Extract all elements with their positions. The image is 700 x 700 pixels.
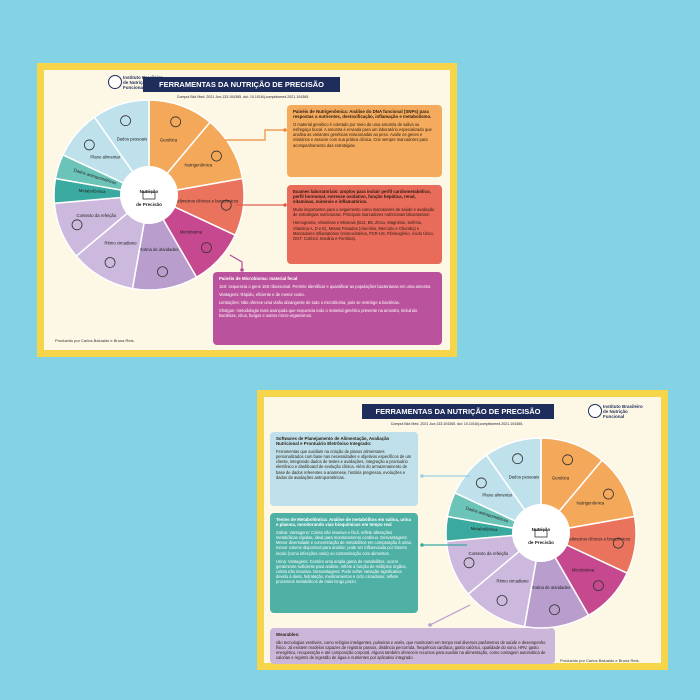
segment-icon bbox=[170, 116, 182, 128]
center-icon bbox=[534, 529, 548, 538]
segment-icon bbox=[120, 115, 131, 127]
segment-label: Microbioma bbox=[572, 568, 595, 573]
citation: Comput Biol Med. 2021 Jun;133:104365. do… bbox=[176, 95, 310, 99]
box-text: são tecnologias vestíveis, como relógios… bbox=[276, 640, 546, 661]
title: FERRAMENTAS DA NUTRIÇÃO DE PRECISÃO bbox=[143, 77, 340, 92]
segment-icon bbox=[593, 580, 604, 592]
footer: Produzido por Carlos Baiuaido e Bruna Re… bbox=[560, 658, 640, 663]
segment-icon bbox=[549, 604, 560, 616]
box-title: Wearables: bbox=[276, 632, 300, 637]
box: Painéis de Nutrigenômica: Análise do DNA… bbox=[287, 105, 442, 177]
segment-label: Ritmo circadiano bbox=[104, 240, 137, 245]
wheel-segment bbox=[75, 193, 151, 290]
arrow-head bbox=[428, 623, 432, 627]
segment-icon bbox=[612, 537, 624, 549]
wheel-segment bbox=[539, 459, 636, 535]
citation: Comput Biol Med. 2021 Jun;133:104365. do… bbox=[390, 422, 524, 426]
box-title: Painéis de Microbioma: material fecal bbox=[219, 276, 298, 281]
box: Testes de Metabolômica: Análise de metab… bbox=[270, 513, 418, 613]
center-label: Nutrição de Precisão bbox=[528, 527, 554, 545]
center-label: Nutrição de Precisão bbox=[136, 189, 162, 207]
segment-icon bbox=[496, 595, 508, 606]
title: FERRAMENTAS DA NUTRIÇÃO DE PRECISÃO bbox=[362, 404, 554, 419]
box-text: O material genético é coletado por meio … bbox=[293, 122, 432, 148]
box-title: Softwares de Planejamento de Alimentação… bbox=[276, 436, 390, 447]
arrow bbox=[225, 129, 285, 141]
box: Exames laboratoriais: amplos para inclui… bbox=[287, 185, 442, 264]
segment-icon bbox=[201, 242, 212, 254]
segment-label: Plano alimentar bbox=[90, 154, 120, 159]
segment-label: Contexto da refeição bbox=[469, 551, 509, 556]
arrow bbox=[229, 254, 243, 270]
box-text: Vantagens: Rápido, eficiente e de menor … bbox=[219, 292, 305, 298]
box-text: Saliva: Vantagens: Coleta não invasiva e… bbox=[276, 530, 412, 556]
segment-label: Microbioma bbox=[180, 230, 203, 235]
segment-label: Parâmetros clínicos e bioquímicos bbox=[173, 198, 238, 203]
box-title: Painéis de Nutrigenômica: Análise do DNA… bbox=[293, 109, 432, 120]
center-icon bbox=[142, 191, 156, 200]
segment-label: Rotina de atividades bbox=[531, 585, 570, 590]
box-text: 16S: sequencia o gene 16S ribossomal. Pe… bbox=[219, 284, 431, 290]
card: Instituto Brasileiro de Nutrição Funcion… bbox=[37, 63, 457, 357]
box-text: Hemograma, Vitaminas e Minerais (B12, B6… bbox=[293, 220, 434, 241]
segment-label: Nutrigenômica bbox=[185, 163, 213, 168]
segment-icon bbox=[104, 257, 116, 268]
arrow-head bbox=[420, 543, 424, 547]
segment-label: Metabolômica bbox=[471, 526, 499, 532]
wheel-center bbox=[120, 166, 178, 224]
box-text: Muito importantes para o seguimento como… bbox=[293, 207, 435, 218]
segment-label: Ritmo circadiano bbox=[496, 578, 529, 583]
box-title: Testes de Metabolômica: Análise de metab… bbox=[276, 517, 411, 528]
segment-label: Dados pessoais bbox=[117, 137, 148, 142]
segment-label: Rotina de atividades bbox=[139, 247, 178, 252]
logo: Instituto Brasileiro de Nutrição Funcion… bbox=[588, 404, 645, 419]
wheel-segment bbox=[147, 121, 244, 197]
box: Painéis de Microbioma: material fecal 16S… bbox=[213, 272, 442, 345]
segment-icon bbox=[211, 150, 222, 162]
box-text: Urina: Vantagens: Contém uma ampla gama … bbox=[276, 558, 407, 585]
segment-icon bbox=[475, 477, 487, 489]
segment-label: Contexto da refeição bbox=[77, 213, 117, 218]
segment-label: Parâmetros clínicos e bioquímicos bbox=[565, 536, 630, 541]
arrow-head bbox=[240, 268, 244, 272]
arrow-head bbox=[283, 128, 287, 132]
segment-icon bbox=[512, 453, 523, 465]
arrow-head bbox=[283, 203, 287, 207]
box-text: Ferramentas que auxiliam na criação de p… bbox=[276, 449, 412, 480]
box: Softwares de Planejamento de Alimentação… bbox=[270, 432, 418, 506]
segment-label: Genética bbox=[160, 137, 178, 142]
segment-label: Metabolômica bbox=[79, 188, 107, 194]
box-text: Limitações: Não oferece uma visão abrang… bbox=[219, 300, 400, 306]
box-title: Exames laboratoriais: amplos para inclui… bbox=[293, 189, 431, 205]
segment-icon bbox=[603, 488, 614, 500]
segment-icon bbox=[157, 266, 168, 278]
box-text: Shotgun: metodologia mais avançada que s… bbox=[219, 308, 418, 319]
segment-label: Genética bbox=[552, 475, 570, 480]
arrow-head bbox=[420, 474, 424, 478]
logo: Instituto Brasileiro de Nutrição Funcion… bbox=[108, 75, 165, 90]
arrow bbox=[429, 604, 471, 626]
segment-icon bbox=[71, 219, 83, 231]
segment-icon bbox=[83, 139, 95, 151]
box: Wearables: são tecnologias vestíveis, com… bbox=[270, 628, 555, 664]
segment-label: Dados pessoais bbox=[509, 475, 540, 480]
segment-label: Nutrigenômica bbox=[577, 501, 605, 506]
segment-icon bbox=[220, 199, 232, 211]
segment-label: Plano alimentar bbox=[482, 492, 512, 497]
segment-icon bbox=[562, 454, 574, 466]
segment-icon bbox=[463, 557, 475, 569]
footer: Produzido por Carlos Baiuaido e Bruna Re… bbox=[55, 338, 135, 343]
wheel-center bbox=[512, 504, 570, 562]
wheel-segment bbox=[467, 531, 543, 628]
